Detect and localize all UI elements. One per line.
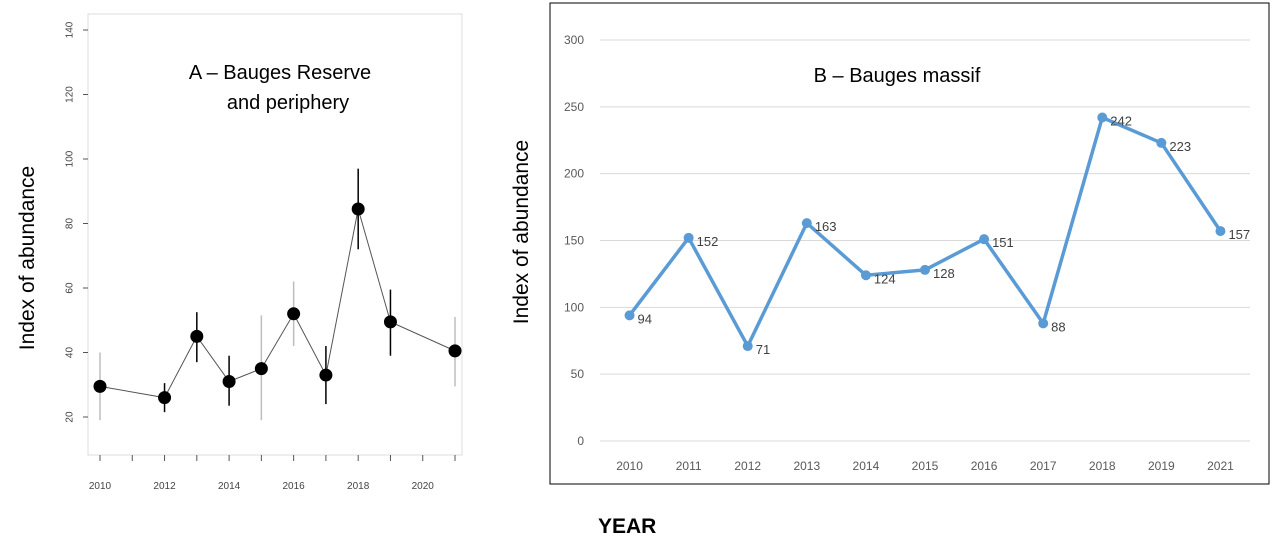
chart-panel-b: 0 50 100 150 200 250 300 2010 2011 2012 2013 2014 20… xyxy=(505,0,1274,500)
chart-a-series-line xyxy=(99,208,456,399)
chart-b-data-point xyxy=(1156,137,1167,148)
chart-b-data-point xyxy=(801,218,812,229)
chart-b-data-label: 128 xyxy=(933,266,955,281)
chart-a-data-point xyxy=(190,329,204,343)
chart-a-y-tick-label: 120 xyxy=(65,86,76,103)
chart-b-data-label: 94 xyxy=(638,311,652,326)
chart-a-x-tick-label: 2012 xyxy=(153,481,176,492)
chart-a-y-tick-label: 140 xyxy=(65,21,76,38)
chart-a-data-point xyxy=(383,315,397,329)
chart-b-data-label: 152 xyxy=(697,234,719,249)
chart-b-data-label: 124 xyxy=(874,271,896,286)
chart-a-y-tick-label: 20 xyxy=(65,411,76,423)
chart-a-y-tick-label: 40 xyxy=(65,347,76,359)
chart-a-data-point xyxy=(254,362,268,376)
chart-b-data-point xyxy=(742,341,753,352)
chart-b-x-axis-label: YEAR xyxy=(598,515,657,538)
chart-a-y-tick-label: 80 xyxy=(65,218,76,230)
chart-b-x-tick-label: 2014 xyxy=(853,459,880,473)
chart-b-title: B – Bauges massif xyxy=(814,65,981,87)
chart-a-x-tick-label: 2010 xyxy=(89,481,112,492)
chart-b-x-tick-label: 2013 xyxy=(793,459,820,473)
chart-b-data-point xyxy=(683,232,694,243)
chart-a-data-point xyxy=(287,307,301,321)
chart-b-x-tick-label: 2010 xyxy=(616,459,643,473)
chart-a-data-point xyxy=(222,375,236,389)
chart-b-y-tick-label: 100 xyxy=(564,300,584,314)
chart-b-y-axis-label: Index of abundance xyxy=(510,140,533,325)
chart-a-y-axis-label: Index of abundance xyxy=(16,166,39,351)
chart-b-svg: 0 50 100 150 200 250 300 2010 2011 2012 2013 2014 20… xyxy=(510,2,1270,485)
chart-a-x-tick-label: 2016 xyxy=(283,481,306,492)
chart-b-y-tick-label: 200 xyxy=(564,167,584,181)
chart-b-x-tick-label: 2018 xyxy=(1089,459,1116,473)
chart-b-data-label: 242 xyxy=(1110,114,1132,129)
chart-a-y-tick-label: 100 xyxy=(65,150,76,167)
chart-b-data-point xyxy=(920,264,930,275)
chart-b-y-tick-label: 50 xyxy=(571,367,585,381)
chart-b-data-point xyxy=(1097,112,1108,123)
chart-b-x-tick-label: 2021 xyxy=(1207,459,1234,473)
chart-a-svg: 20 40 60 80 100 120 140 2010 2012 2014 2016 2018 202… xyxy=(16,13,463,492)
chart-a-y-tick-label: 60 xyxy=(65,282,76,294)
chart-a-plot-border xyxy=(87,13,463,456)
chart-a-data-point xyxy=(448,344,462,358)
chart-b-x-tick-label: 2016 xyxy=(971,459,998,473)
chart-b-data-label: 151 xyxy=(992,235,1014,250)
chart-b-data-label: 163 xyxy=(815,219,837,234)
chart-b-border xyxy=(549,2,1270,485)
chart-a-title-line-1: A – Bauges Reserve xyxy=(189,62,371,84)
chart-a-x-tick-label: 2020 xyxy=(412,481,435,492)
chart-b-y-tick-label: 250 xyxy=(564,100,584,114)
chart-b-data-point xyxy=(1215,226,1226,237)
chart-b-y-tick-label: 300 xyxy=(564,33,584,47)
chart-a-title-line-2: and periphery xyxy=(227,92,349,114)
chart-b-data-point xyxy=(1038,318,1049,329)
chart-b-x-tick-label: 2015 xyxy=(912,459,939,473)
chart-b-x-tick-label: 2011 xyxy=(676,459,702,473)
chart-b-data-label: 223 xyxy=(1169,139,1191,154)
chart-b-data-point xyxy=(860,270,871,281)
chart-b-data-label: 71 xyxy=(756,342,770,357)
chart-a-data-point xyxy=(158,391,172,405)
chart-b-data-point xyxy=(979,234,990,245)
chart-b-data-point xyxy=(624,310,635,321)
chart-a-data-point xyxy=(351,202,365,216)
chart-a-data-point xyxy=(93,379,107,393)
chart-a-data-point xyxy=(319,368,333,382)
chart-a-x-tick-label: 2018 xyxy=(347,481,370,492)
chart-b-x-tick-label: 2012 xyxy=(734,459,761,473)
chart-b-data-label: 88 xyxy=(1051,319,1065,334)
chart-b-x-tick-label: 2019 xyxy=(1148,459,1175,473)
chart-b-y-tick-label: 0 xyxy=(577,434,584,448)
chart-b-x-tick-label: 2017 xyxy=(1030,459,1057,473)
chart-a-x-tick-label: 2014 xyxy=(218,481,241,492)
chart-b-data-label: 157 xyxy=(1228,227,1250,242)
chart-panel-a: 20 40 60 80 100 120 140 2010 2012 2014 2016 2018 202… xyxy=(0,0,520,500)
chart-b-y-tick-label: 150 xyxy=(564,234,584,248)
